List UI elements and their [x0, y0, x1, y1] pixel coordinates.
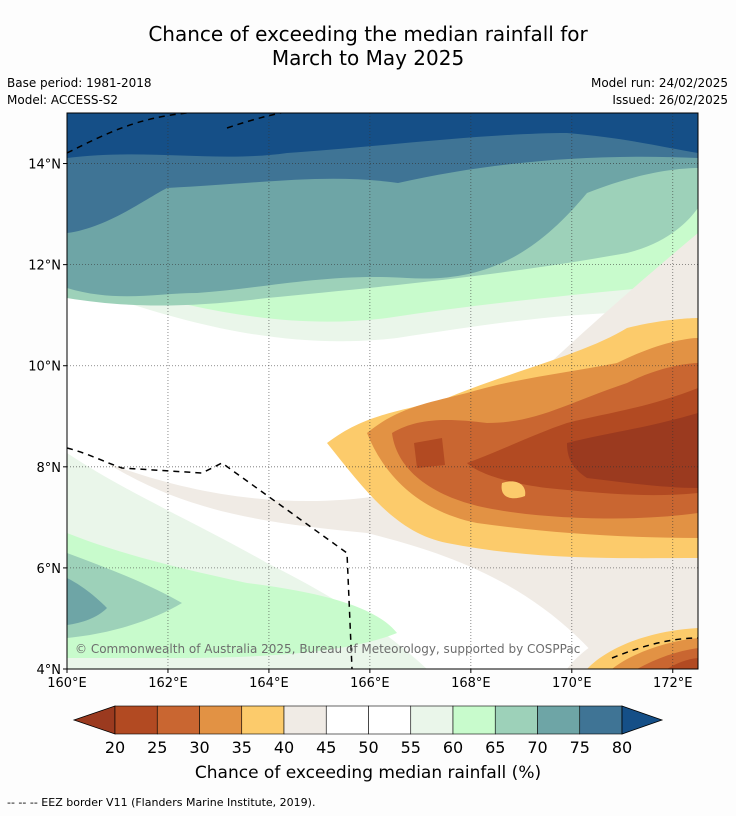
- colorbar-tick-75: 75: [570, 738, 590, 757]
- y-tick-label-4: 12°N: [28, 259, 61, 274]
- eez-footnote: -- -- -- EEZ border V11 (Flanders Marine…: [7, 796, 316, 809]
- x-tick-label-0: 160°E: [47, 676, 87, 691]
- contour-20-25-23: [667, 658, 698, 669]
- colorbar: 20 25 30 35 40 45 50 55 60 65 70 75 80: [72, 705, 664, 757]
- x-tick-label-5: 170°E: [552, 676, 592, 691]
- map-plot-area: [67, 113, 698, 669]
- y-axis: 4°N 6°N 8°N 10°N 12°N 14°N: [28, 158, 67, 678]
- eez-border-2: [67, 447, 353, 669]
- colorbar-bin-40-45: [283, 705, 327, 735]
- x-tick-label-4: 168°E: [451, 676, 491, 691]
- colorbar-bin-65-70: [494, 705, 538, 735]
- x-tick-label-2: 164°E: [249, 676, 289, 691]
- colorbar-tick-45: 45: [316, 738, 336, 757]
- colorbar-bin-70-75: [537, 705, 581, 735]
- colorbar-bin-30-35: [199, 705, 243, 735]
- x-tick-label-3: 166°E: [350, 676, 390, 691]
- colorbar-extend-low: [72, 705, 116, 735]
- colorbar-tick-20: 20: [105, 738, 125, 757]
- x-axis: 160°E 162°E 164°E 166°E 168°E 170°E 172°E: [47, 669, 693, 691]
- model-name: Model: ACCESS-S2: [7, 93, 119, 107]
- issued-date: Issued: 26/02/2025: [612, 93, 728, 107]
- meta-right: Model run: 24/02/2025 Issued: 26/02/2025: [591, 75, 728, 109]
- contour-gt80-6: [67, 113, 698, 158]
- colorbar-tick-70: 70: [527, 738, 547, 757]
- title-line-2: March to May 2025: [271, 46, 465, 70]
- colorbar-tick-40: 40: [274, 738, 294, 757]
- colorbar-bin-75-80: [579, 705, 623, 735]
- colorbar-bin-50-55: [368, 705, 412, 735]
- contour-70-75-10: [67, 578, 107, 625]
- contour-lt20-16: [567, 413, 698, 488]
- contour-40-45-11: [107, 233, 698, 669]
- contour-65-70-9: [67, 553, 182, 638]
- colorbar-tick-60: 60: [443, 738, 463, 757]
- contour-60-65-8: [67, 533, 397, 658]
- colorbar-bin-60-65: [452, 705, 496, 735]
- colorbar-tick-80: 80: [612, 738, 632, 757]
- chart-title: Chance of exceeding the median rainfall …: [0, 22, 736, 70]
- y-tick-label-2: 8°N: [37, 461, 62, 476]
- colorbar-bin-25-30: [156, 705, 200, 735]
- colorbar-bin-20-25: [114, 705, 158, 735]
- y-tick-label-3: 10°N: [28, 360, 61, 375]
- eez-border-0: [67, 113, 188, 154]
- y-tick-label-1: 6°N: [37, 562, 62, 577]
- colorbar-extend-high: [621, 705, 664, 735]
- y-tick-label-0: 4°N: [37, 663, 62, 678]
- x-tick-label-1: 162°E: [148, 676, 188, 691]
- copyright-notice: © Commonwealth of Australia 2025, Bureau…: [75, 642, 580, 656]
- title-line-1: Chance of exceeding the median rainfall …: [148, 22, 588, 46]
- model-run: Model run: 24/02/2025: [590, 76, 728, 90]
- colorbar-tick-25: 25: [147, 738, 167, 757]
- colorbar-bin-55-60: [410, 705, 454, 735]
- colorbar-bin-35-40: [241, 705, 285, 735]
- contour-20-25-17: [414, 438, 445, 468]
- x-tick-label-6: 172°E: [653, 676, 693, 691]
- colorbar-tick-65: 65: [485, 738, 505, 757]
- plot-frame: [66, 112, 699, 670]
- eez-border-3: [611, 637, 698, 659]
- base-period: Base period: 1981-2018: [7, 76, 152, 90]
- meta-left: Base period: 1981-2018 Model: ACCESS-S2: [7, 75, 152, 109]
- y-tick-label-5: 14°N: [28, 158, 61, 173]
- colorbar-tick-35: 35: [232, 738, 252, 757]
- contour-35-40-18: [501, 481, 526, 499]
- colorbar-bin-45-50: [325, 705, 369, 735]
- colorbar-tick-30: 30: [189, 738, 209, 757]
- colorbar-tick-55: 55: [401, 738, 421, 757]
- colorbar-label: Chance of exceeding median rainfall (%): [195, 763, 541, 783]
- colorbar-tick-50: 50: [358, 738, 378, 757]
